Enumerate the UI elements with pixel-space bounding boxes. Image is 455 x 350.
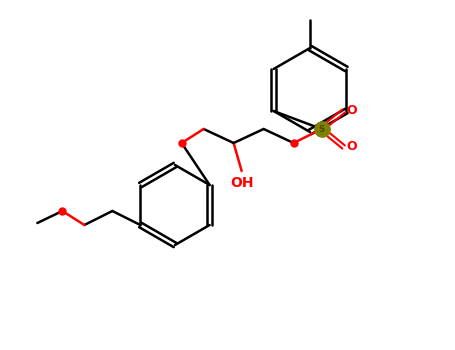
Text: O: O — [347, 105, 357, 118]
Text: O: O — [347, 140, 357, 154]
Text: S: S — [318, 125, 324, 133]
Text: OH: OH — [230, 176, 253, 190]
